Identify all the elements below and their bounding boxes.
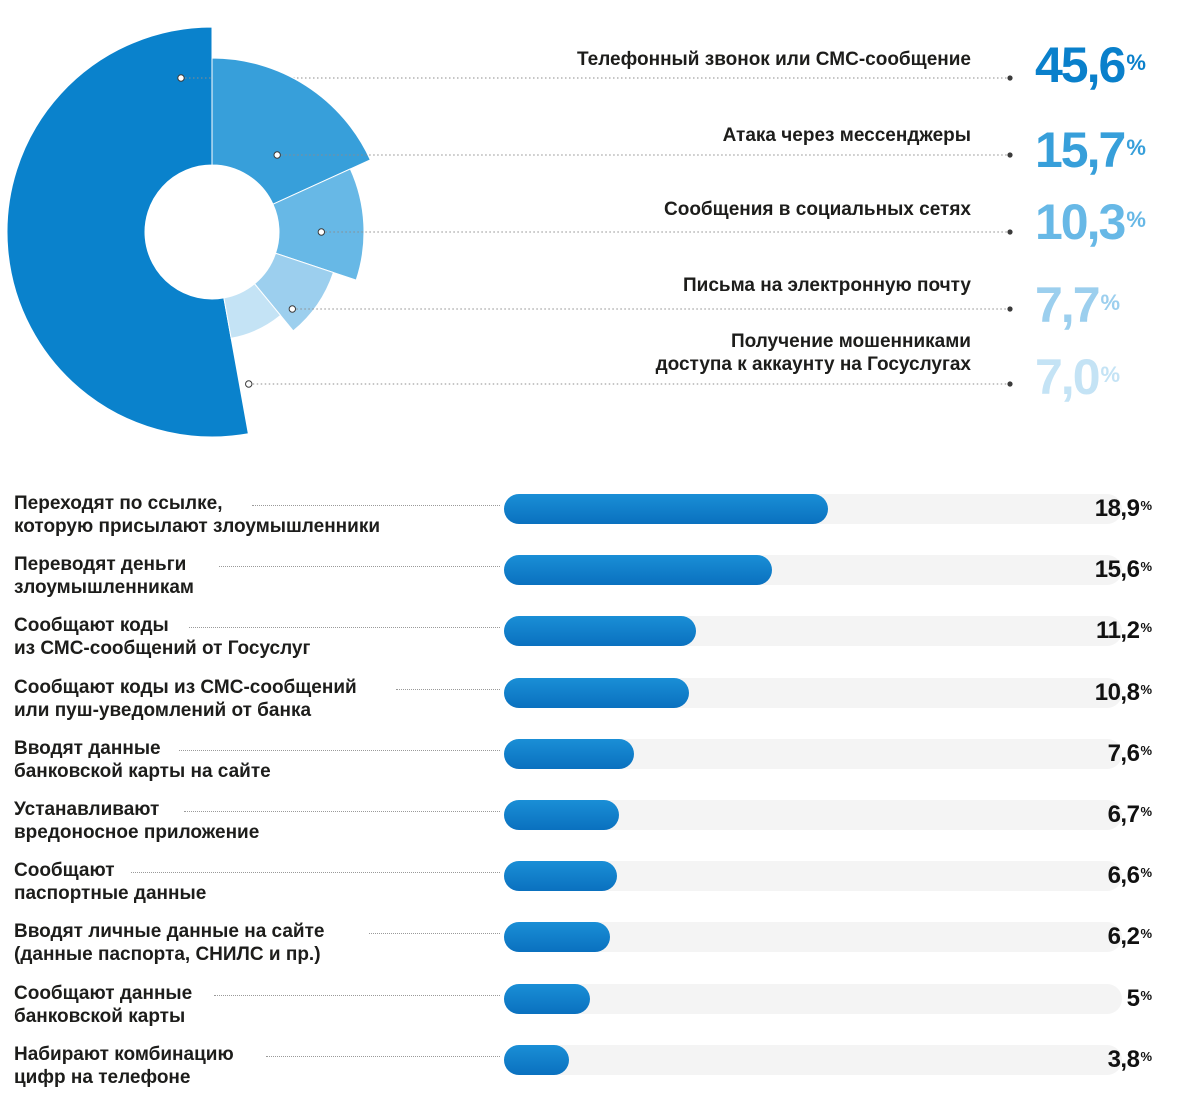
bar-leader-3 [189, 627, 500, 629]
legend-label-3: Сообщения в социальных сетях [664, 199, 971, 220]
legend-dot-3 [1007, 229, 1013, 235]
legend-label-1: Телефонный звонок или СМС-сообщение [577, 49, 971, 70]
bar-track-4 [504, 677, 1122, 708]
bar-track-9 [504, 983, 1122, 1014]
slice-marker-2 [273, 151, 281, 159]
bar-leader-9 [214, 994, 500, 996]
bar-label-1: Переходят по ссылке, которую присылают зл… [14, 493, 381, 537]
bar-track-10 [504, 1044, 1122, 1075]
bar-value-6: 6,7% [1107, 801, 1152, 828]
bar-value-10: 3,8% [1107, 1045, 1152, 1073]
bar-value-5: 7,6% [1107, 739, 1152, 767]
legend-label-5: Получение мошенниками доступа к аккаунту … [655, 331, 971, 375]
slice-marker-5 [245, 380, 253, 388]
bar-leader-10 [266, 1055, 500, 1057]
donut-chart [6, 26, 1013, 438]
legend-dot-2 [1007, 152, 1013, 158]
bar-label-6: Устанавливают вредоносное приложение [14, 799, 260, 843]
bar-track-5 [504, 738, 1122, 769]
bar-track-7 [504, 861, 1122, 892]
bar-label-9: Сообщают данные банковской карты [14, 982, 193, 1027]
legend-value-1: 45,6% [1035, 37, 1146, 93]
legend-value-3: 10,3% [1035, 194, 1146, 250]
bar-leader-8 [369, 933, 500, 935]
donut-hole [145, 165, 279, 299]
slice-marker-3 [317, 228, 326, 236]
bar-track-6 [504, 800, 1122, 830]
bar-value-8: 6,2% [1107, 923, 1152, 951]
bar-leader-6 [184, 811, 500, 812]
bar-10 [504, 1044, 570, 1075]
legend-dot-4 [1007, 306, 1013, 312]
bar-label-10: Набирают комбинацию цифр на телефоне [14, 1043, 234, 1088]
bar-9 [504, 983, 590, 1014]
bar-1 [504, 494, 829, 524]
bar-value-4: 10,8% [1094, 678, 1152, 706]
bar-2 [504, 555, 772, 586]
bar-leader-7 [131, 872, 500, 874]
bar-label-5: Вводят данные банковской карты на сайте [14, 737, 271, 782]
legend-value-4: 7,7% [1035, 277, 1121, 333]
bar-label-7: Сообщают паспортные данные [14, 860, 207, 905]
bar-4 [504, 677, 690, 708]
bar-track-3 [504, 616, 1122, 647]
bar-track-1 [504, 494, 1122, 524]
bar-leader-1 [252, 505, 500, 506]
bar-leader-2 [219, 566, 500, 568]
legend-label-2: Атака через мессенджеры [722, 125, 971, 146]
bar-7 [504, 861, 618, 892]
bar-label-2: Переводят деньги злоумышленникам [14, 554, 194, 599]
bar-track-2 [504, 555, 1122, 586]
bar-leader-4 [396, 688, 500, 690]
bar-label-3: Сообщают коды из СМС-сообщений от Госуслу… [14, 615, 311, 660]
bar-label-4: Сообщают коды из СМС-сообщений или пуш-ув… [14, 676, 357, 721]
legend-label-4: Письма на электронную почту [683, 275, 971, 296]
bar-value-3: 11,2% [1096, 617, 1152, 645]
bar-value-2: 15,6% [1094, 556, 1152, 584]
bar-value-7: 6,6% [1107, 862, 1152, 890]
bar-3 [504, 616, 697, 647]
bar-8 [504, 922, 611, 953]
bar-label-8: Вводят личные данные на сайте (данные пас… [14, 921, 325, 966]
legend-value-2: 15,7% [1035, 122, 1146, 178]
slice-marker-4 [288, 305, 297, 313]
bar-5 [504, 738, 635, 769]
bar-6 [504, 800, 620, 830]
slice-marker-1 [177, 74, 185, 82]
legend-dot-5 [1007, 381, 1013, 387]
bar-value-9: 5% [1126, 984, 1152, 1012]
bar-value-1: 18,9% [1094, 495, 1152, 522]
legend-value-5: 7,0% [1035, 349, 1121, 405]
legend-dot-1 [1007, 75, 1013, 81]
bar-track-8 [504, 922, 1122, 953]
bar-leader-5 [179, 749, 500, 751]
